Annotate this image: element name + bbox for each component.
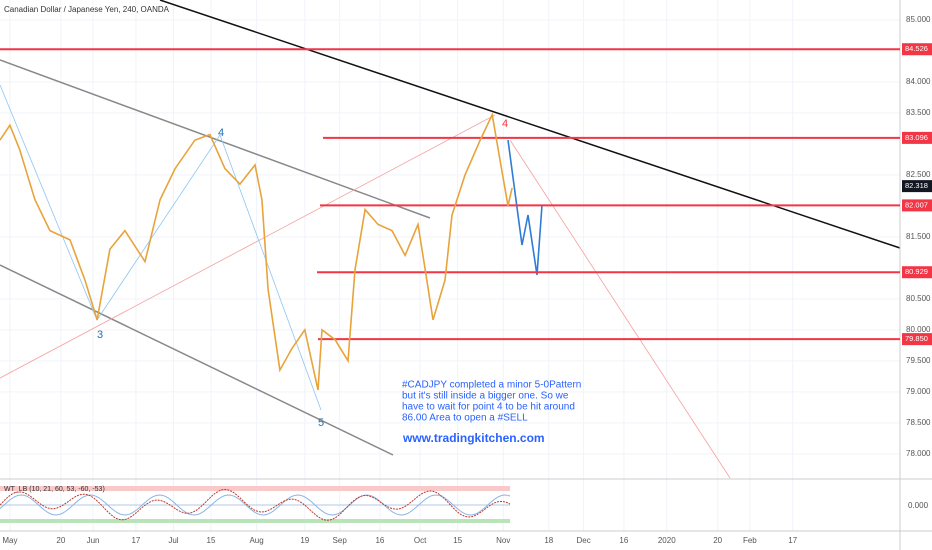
y-tick-label: 85.000 <box>906 15 931 24</box>
x-tick-label: 17 <box>788 536 797 545</box>
oscillator-band <box>0 519 510 523</box>
level-label: 79.850 <box>905 334 928 343</box>
chart-title: Canadian Dollar / Japanese Yen, 240, OAN… <box>4 5 170 14</box>
last-price-tag <box>902 180 932 193</box>
wave-label: 4 <box>218 127 224 139</box>
x-tick-label: Jul <box>168 536 178 545</box>
x-tick-label: Oct <box>414 536 427 545</box>
x-tick-label: May <box>2 536 17 545</box>
x-tick-label: 16 <box>619 536 628 545</box>
x-tick-label: 17 <box>131 536 140 545</box>
y-tick-label: 81.500 <box>906 232 931 241</box>
projection-line <box>507 139 543 276</box>
y-tick-label: 79.500 <box>906 356 931 365</box>
x-tick-label: 20 <box>56 536 65 545</box>
y-tick-label: 83.500 <box>906 108 931 117</box>
level-tag <box>902 43 932 56</box>
oscillator-line <box>0 488 511 521</box>
y-tick-label: 79.000 <box>906 387 931 396</box>
oscillator-label: WT_LB (10, 21, 60, 53, -60, -53) <box>4 486 105 493</box>
y-tick-label: 80.500 <box>906 294 931 303</box>
annotation-line: 86.00 Area to open a #SELL <box>402 413 528 424</box>
level-tag <box>902 266 932 279</box>
x-tick-label: 15 <box>453 536 462 545</box>
x-tick-label: 2020 <box>658 536 676 545</box>
wave-line <box>0 84 322 411</box>
oscillator-tick: 0.000 <box>908 501 929 510</box>
wave-label: 5 <box>318 417 324 429</box>
x-tick-label: Nov <box>496 536 510 545</box>
website[interactable]: www.tradingkitchen.com <box>402 431 545 445</box>
y-tick-label: 82.500 <box>906 170 931 179</box>
annotation-line: have to wait for point 4 to be hit aroun… <box>402 402 575 413</box>
x-tick-label: Sep <box>333 536 348 545</box>
channel-lower <box>0 264 394 456</box>
y-tick-label: 80.000 <box>906 325 931 334</box>
last-price-label: 82.318 <box>905 181 928 190</box>
x-tick-label: Aug <box>249 536 263 545</box>
x-tick-label: 16 <box>375 536 384 545</box>
y-tick-label: 78.500 <box>906 418 931 427</box>
level-tag <box>902 131 932 144</box>
x-tick-label: 20 <box>713 536 722 545</box>
trend-line <box>159 0 901 249</box>
x-tick-label: Feb <box>743 536 757 545</box>
wave-label: 4 <box>502 118 508 130</box>
x-tick-label: 19 <box>300 536 309 545</box>
x-tick-label: 18 <box>544 536 553 545</box>
pattern-line <box>0 114 496 379</box>
level-label: 83.096 <box>905 133 928 142</box>
wave-label: 3 <box>97 329 103 341</box>
pattern-line <box>509 139 731 479</box>
oscillator-band <box>0 486 510 491</box>
y-tick-label: 78.000 <box>906 449 931 458</box>
x-tick-label: Jun <box>87 536 100 545</box>
level-label: 80.929 <box>905 267 928 276</box>
y-tick-label: 84.000 <box>906 77 931 86</box>
level-label: 84.526 <box>905 44 928 53</box>
level-tag <box>902 333 932 346</box>
annotation-line: but it's still inside a bigger one. So w… <box>402 391 569 402</box>
x-tick-label: Dec <box>577 536 591 545</box>
level-label: 82.007 <box>905 200 928 209</box>
level-tag <box>902 199 932 212</box>
oscillator-line <box>0 494 511 516</box>
annotation-line: #CADJPY completed a minor 5-0Pattern <box>402 380 581 391</box>
price-line <box>0 112 513 391</box>
x-tick-label: 15 <box>207 536 216 545</box>
channel-upper <box>0 59 431 219</box>
